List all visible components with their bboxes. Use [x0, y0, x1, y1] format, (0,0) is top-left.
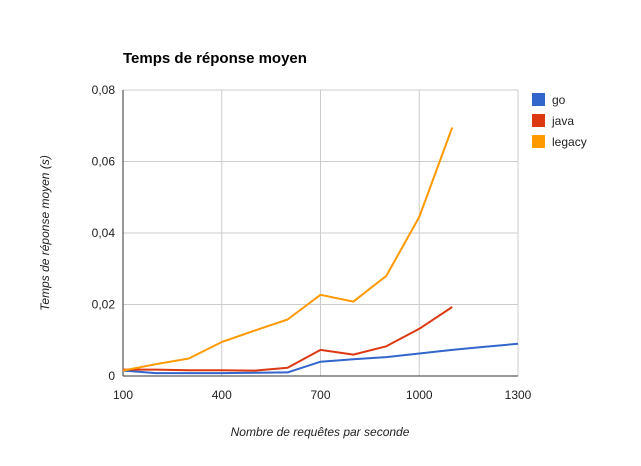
y-axis-label: Temps de réponse moyen (s)	[38, 155, 52, 311]
legend-item-go: go	[532, 89, 587, 110]
legend-swatch-legacy	[532, 135, 545, 148]
legend-swatch-java	[532, 114, 545, 127]
legend-item-java: java	[532, 110, 587, 131]
series-line-legacy	[122, 127, 454, 372]
x-tick-label: 400	[212, 388, 232, 402]
legend-swatch-go	[532, 93, 545, 106]
y-tick-label: 0,02	[92, 298, 116, 312]
x-tick-label: 700	[310, 388, 330, 402]
x-tick-label: 100	[113, 388, 133, 402]
x-tick-label: 1300	[505, 388, 532, 402]
x-tick-label: 1000	[406, 388, 433, 402]
legend-label-go: go	[552, 92, 566, 107]
legend: go java legacy	[532, 89, 587, 152]
series-line-java	[123, 306, 453, 372]
y-tick-label: 0,06	[92, 155, 116, 169]
y-tick-label: 0	[108, 369, 115, 383]
y-tick-label: 0,04	[92, 226, 116, 240]
y-tick-label: 0,08	[92, 83, 116, 97]
series-line-go	[122, 342, 519, 375]
x-axis-label: Nombre de requêtes par seconde	[230, 425, 410, 439]
legend-label-java: java	[552, 113, 575, 128]
chart-title: Temps de réponse moyen	[123, 50, 307, 67]
legend-item-legacy: legacy	[532, 131, 587, 152]
legend-label-legacy: legacy	[552, 134, 587, 149]
